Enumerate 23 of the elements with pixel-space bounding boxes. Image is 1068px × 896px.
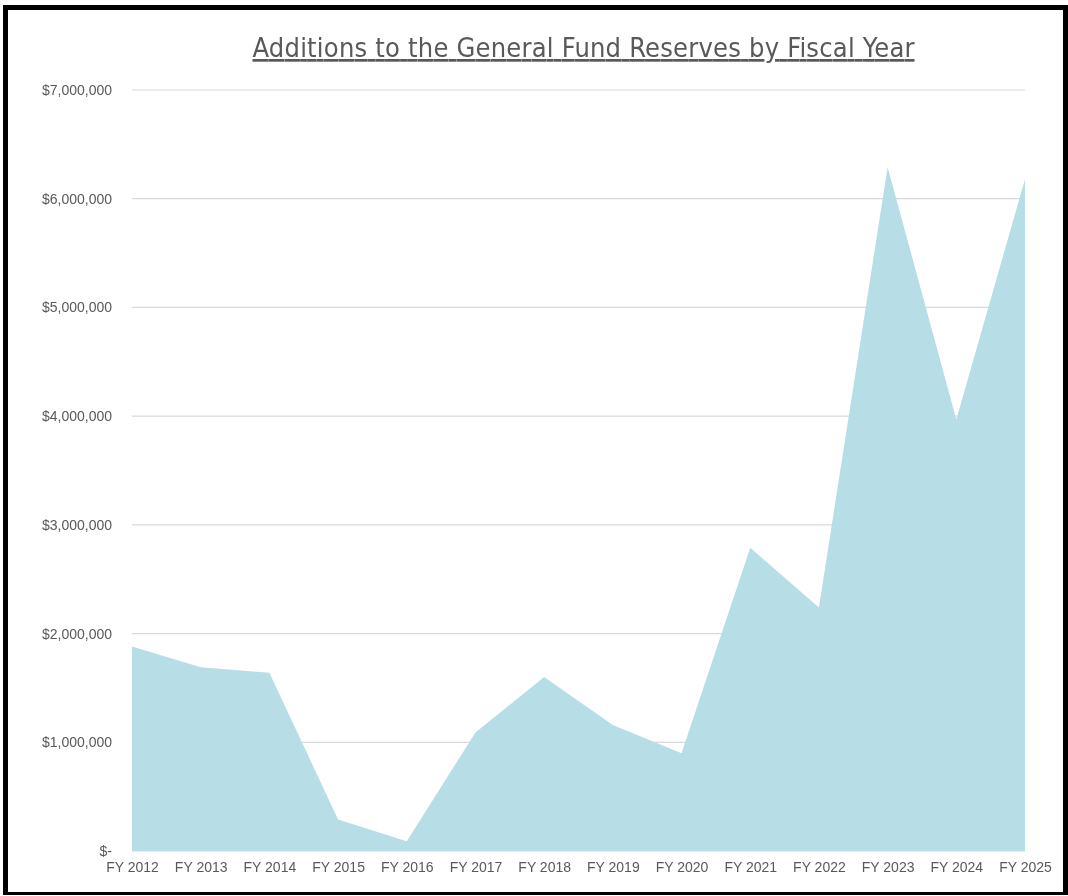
x-tick-label: FY 2020	[655, 858, 709, 875]
x-tick-label: FY 2018	[518, 858, 572, 875]
y-tick-label: $1,000,000	[41, 734, 113, 751]
x-tick-label: FY 2021	[724, 858, 778, 875]
y-tick-label: $-	[99, 842, 113, 859]
chart-title: Additions to the General Fund Reserves by Fiscal Year	[252, 32, 915, 63]
y-tick-label: $7,000,000	[41, 81, 113, 98]
x-tick-label: FY 2023	[861, 858, 915, 875]
y-tick-label: $2,000,000	[41, 625, 113, 642]
y-tick-label: $5,000,000	[41, 299, 113, 316]
x-tick-label: FY 2016	[380, 858, 434, 875]
y-tick-label: $4,000,000	[41, 408, 113, 425]
x-tick-label: FY 2014	[243, 858, 297, 875]
x-tick-label: FY 2019	[587, 858, 640, 875]
y-tick-label: $3,000,000	[41, 516, 113, 533]
x-tick-label: FY 2025	[999, 858, 1053, 875]
y-tick-label: $6,000,000	[41, 190, 113, 207]
x-tick-label: FY 2015	[312, 858, 366, 875]
x-tick-label: FY 2017	[449, 858, 503, 875]
x-tick-label: FY 2012	[106, 858, 160, 875]
x-tick-label: FY 2022	[793, 858, 846, 875]
x-tick-label: FY 2013	[174, 858, 228, 875]
x-tick-label: FY 2024	[930, 858, 984, 875]
